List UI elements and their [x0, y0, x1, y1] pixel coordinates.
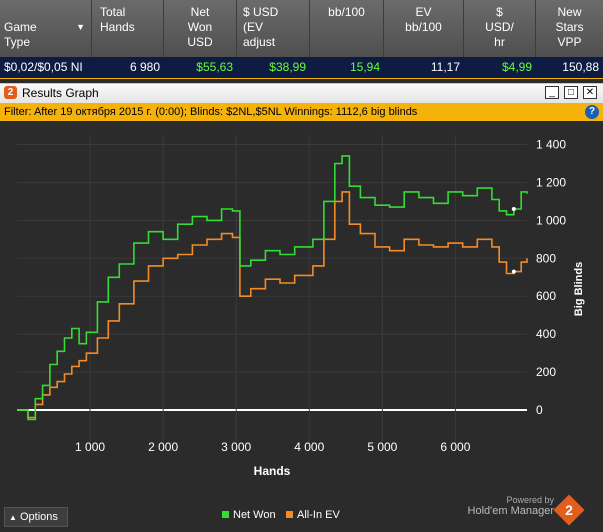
stats-table-header: Game Type ▼ Total Hands Net Won USD $ US… — [0, 0, 603, 57]
options-label: Options — [19, 511, 58, 523]
cell-ev-bb100: 11,17 — [430, 60, 460, 74]
triangle-up-icon: ▲ — [9, 513, 17, 522]
x-tick-label: 3 000 — [221, 440, 251, 454]
col-bb100-label: bb/100 — [328, 5, 365, 19]
x-tick-label: 4 000 — [294, 440, 324, 454]
legend-swatch — [286, 511, 293, 518]
col-usd-hr[interactable]: $ USD/ hr — [464, 0, 536, 57]
cell-ev-adjusted: $38,99 — [269, 60, 306, 74]
x-tick-label: 1 000 — [75, 440, 105, 454]
cell-total-hands: 6 980 — [129, 60, 160, 74]
y-tick-label: 1 000 — [536, 213, 566, 227]
badge-number: 2 — [565, 502, 573, 518]
cell-stars-vpp: 150,88 — [562, 60, 599, 74]
y-axis-label: Big Blinds — [573, 262, 585, 316]
cell-net-won: $55,63 — [196, 60, 233, 74]
results-graph: 0 200 400 600 800 1 000 1 200 1 400 1 000 2 000 3 … — [0, 121, 603, 531]
x-tick-label: 5 000 — [367, 440, 397, 454]
y-tick-label: 400 — [536, 327, 556, 341]
cell-game-type: $0,02/$0,05 NI — [4, 60, 83, 74]
legend-label: All-In EV — [297, 509, 340, 521]
series-line-net-won — [17, 155, 528, 421]
powered-by-logo: Powered by Hold'em Manager 2 — [467, 494, 585, 527]
series-line-all-in-ev — [17, 191, 528, 419]
y-tick-label: 0 — [536, 403, 543, 417]
cell-usd-hr: $4,99 — [501, 60, 532, 74]
col-ev-bb100-label: EV bb/100 — [405, 5, 442, 34]
maximize-button[interactable]: □ — [564, 86, 578, 99]
options-button[interactable]: ▲ Options — [4, 507, 68, 527]
close-button[interactable]: ✕ — [583, 86, 597, 99]
col-ev-adjusted-label: $ USD (EV adjust — [243, 5, 279, 49]
product-name: Hold'em Manager — [467, 505, 554, 517]
y-tick-label: 800 — [536, 251, 556, 265]
col-game-type-label: Game Type — [4, 20, 37, 49]
series-end-marker — [511, 269, 516, 274]
col-total-hands[interactable]: Total Hands — [92, 0, 164, 57]
powered-by-text: Powered by — [506, 495, 554, 505]
table-row[interactable]: $0,02/$0,05 NI 6 980 $55,63 $38,99 15,94… — [0, 57, 603, 79]
col-game-type[interactable]: Game Type ▼ — [0, 0, 92, 57]
results-graph-titlebar[interactable]: 2 Results Graph _ □ ✕ — [0, 83, 603, 103]
y-tick-label: 1 400 — [536, 137, 566, 151]
col-net-won[interactable]: Net Won USD — [164, 0, 237, 57]
col-net-won-label: Net Won USD — [187, 5, 213, 49]
y-tick-label: 200 — [536, 365, 556, 379]
plot-background — [17, 135, 527, 448]
x-tick-label: 6 000 — [440, 440, 470, 454]
y-tick-label: 600 — [536, 289, 556, 303]
y-tick-label: 1 200 — [536, 175, 566, 189]
col-usd-hr-label: $ USD/ hr — [485, 5, 514, 49]
cell-bb100: 15,94 — [349, 60, 380, 74]
col-total-hands-label: Total Hands — [100, 5, 135, 34]
x-tick-label: 2 000 — [148, 440, 178, 454]
window-title: Results Graph — [22, 86, 99, 100]
col-ev-bb100[interactable]: EV bb/100 — [384, 0, 464, 57]
col-stars-vpp[interactable]: New Stars VPP — [536, 0, 603, 57]
series-end-marker — [511, 206, 516, 211]
chevron-down-icon[interactable]: ▼ — [76, 22, 85, 32]
minimize-button[interactable]: _ — [545, 86, 559, 99]
filter-text: Filter: After 19 октября 2015 г. (0:00);… — [4, 106, 418, 118]
legend-swatch — [222, 511, 229, 518]
x-axis-label: Hands — [254, 464, 291, 478]
filter-bar: Filter: After 19 октября 2015 г. (0:00);… — [0, 103, 603, 121]
col-bb100[interactable]: bb/100 — [310, 0, 384, 57]
results-chart: 0 200 400 600 800 1 000 1 200 1 400 1 000 2 000 3 … — [17, 135, 585, 521]
help-icon[interactable]: ? — [585, 105, 599, 119]
hm2-logo-icon: 2 — [4, 86, 17, 99]
col-ev-adjusted[interactable]: $ USD (EV adjust — [237, 0, 310, 57]
col-stars-vpp-label: New Stars VPP — [555, 5, 584, 49]
hm2-badge-icon: 2 — [553, 494, 585, 526]
legend-label: Net Won — [233, 509, 276, 521]
